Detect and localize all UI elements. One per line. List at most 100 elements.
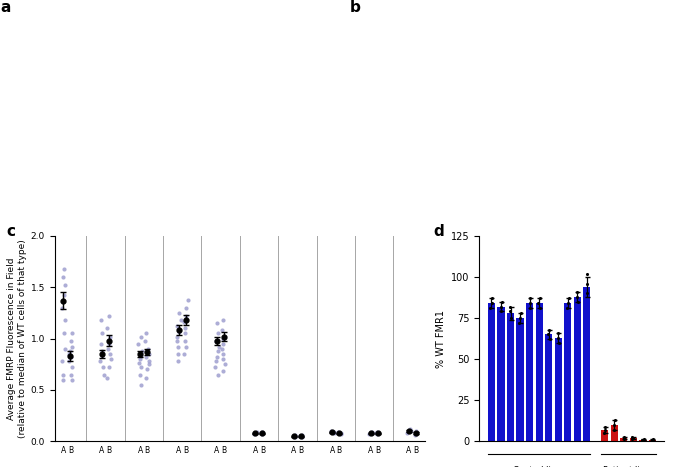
Point bbox=[103, 312, 114, 320]
Point bbox=[143, 350, 154, 358]
Point bbox=[59, 330, 70, 337]
Point bbox=[58, 273, 68, 281]
Point bbox=[212, 347, 223, 354]
Text: d: d bbox=[433, 224, 444, 239]
Point bbox=[141, 330, 152, 337]
Point bbox=[533, 299, 544, 307]
Point bbox=[65, 347, 76, 354]
Point bbox=[249, 431, 260, 438]
Point bbox=[636, 436, 647, 443]
Bar bbox=[526, 303, 533, 441]
Point bbox=[599, 426, 610, 433]
Point bbox=[143, 357, 154, 365]
Bar bbox=[583, 287, 590, 441]
Point bbox=[95, 357, 105, 365]
Point bbox=[96, 340, 107, 347]
Point bbox=[104, 340, 115, 347]
Point bbox=[133, 340, 144, 347]
Point bbox=[103, 345, 114, 353]
Point bbox=[210, 357, 221, 365]
Text: Control lines: Control lines bbox=[512, 466, 566, 467]
Point bbox=[101, 374, 112, 382]
Point bbox=[136, 352, 147, 360]
Point bbox=[534, 304, 545, 312]
Point bbox=[182, 296, 193, 303]
Point bbox=[562, 299, 573, 307]
Point bbox=[505, 308, 516, 315]
Point bbox=[648, 435, 659, 443]
Point bbox=[135, 364, 146, 371]
Point bbox=[326, 427, 337, 435]
Point bbox=[140, 374, 151, 382]
Point bbox=[218, 316, 229, 324]
Bar bbox=[564, 303, 571, 441]
Point bbox=[66, 376, 77, 383]
Point bbox=[372, 431, 383, 438]
Point bbox=[180, 343, 191, 351]
Bar bbox=[545, 334, 552, 441]
Point bbox=[599, 429, 610, 437]
Point bbox=[135, 381, 146, 389]
Point bbox=[216, 326, 227, 334]
Bar bbox=[555, 338, 562, 441]
Point bbox=[410, 429, 421, 437]
Point bbox=[105, 333, 116, 340]
Point bbox=[367, 428, 378, 436]
Point bbox=[219, 361, 230, 368]
Point bbox=[609, 426, 620, 433]
Bar bbox=[497, 306, 505, 441]
Point bbox=[544, 326, 555, 333]
Point bbox=[134, 360, 145, 367]
Point bbox=[141, 366, 152, 373]
Point bbox=[627, 434, 638, 442]
Point bbox=[104, 350, 115, 358]
Point bbox=[534, 295, 545, 302]
Point bbox=[217, 368, 228, 375]
Point bbox=[135, 355, 146, 363]
Point bbox=[66, 364, 77, 371]
Point bbox=[581, 290, 592, 297]
Point bbox=[638, 437, 649, 444]
Point bbox=[175, 316, 186, 324]
Point bbox=[506, 314, 516, 322]
Point bbox=[65, 354, 76, 361]
Point bbox=[608, 421, 619, 429]
Point bbox=[179, 337, 190, 344]
Point bbox=[524, 295, 535, 302]
Point bbox=[173, 357, 184, 365]
Point bbox=[173, 309, 184, 317]
Point bbox=[553, 334, 564, 341]
Point bbox=[63, 357, 74, 365]
Point bbox=[563, 295, 574, 302]
Point bbox=[56, 357, 67, 365]
Point bbox=[289, 432, 300, 439]
Point bbox=[212, 354, 223, 361]
Point bbox=[64, 350, 75, 358]
Point bbox=[216, 345, 227, 353]
Point bbox=[102, 325, 113, 332]
Point bbox=[58, 371, 68, 378]
Y-axis label: Average FMRP Fluorescence in Field
(relative to median of WT cells of that type): Average FMRP Fluorescence in Field (rela… bbox=[7, 239, 27, 438]
Point bbox=[525, 304, 536, 312]
Point bbox=[410, 427, 421, 435]
Point bbox=[496, 303, 507, 310]
Point bbox=[179, 325, 190, 332]
Point bbox=[140, 337, 151, 344]
Point bbox=[328, 429, 339, 437]
Point bbox=[173, 343, 184, 351]
Point bbox=[179, 350, 190, 358]
Point bbox=[295, 432, 306, 440]
Point bbox=[212, 371, 223, 378]
Point bbox=[97, 330, 108, 337]
Point bbox=[56, 304, 67, 311]
Point bbox=[627, 435, 638, 443]
Point bbox=[599, 423, 610, 430]
Point bbox=[647, 437, 658, 444]
Point bbox=[638, 435, 649, 443]
Bar bbox=[649, 439, 656, 441]
Point bbox=[647, 436, 658, 443]
Bar bbox=[630, 438, 637, 441]
Point bbox=[619, 433, 630, 441]
Point bbox=[172, 337, 183, 344]
Point bbox=[179, 318, 190, 326]
